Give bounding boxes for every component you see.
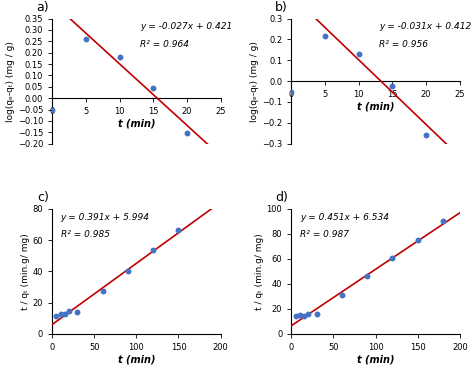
- Text: R² = 0.985: R² = 0.985: [61, 230, 109, 239]
- Point: [313, 311, 320, 317]
- Point: [48, 106, 56, 112]
- Text: b): b): [275, 0, 288, 14]
- Point: [175, 227, 182, 233]
- Point: [296, 312, 303, 318]
- Point: [364, 273, 371, 279]
- Text: y = -0.031x + 0.412: y = -0.031x + 0.412: [379, 22, 471, 31]
- Point: [304, 311, 312, 317]
- Text: y = -0.027x + 0.421: y = -0.027x + 0.421: [140, 22, 232, 31]
- Text: R² = 0.956: R² = 0.956: [379, 40, 428, 49]
- Point: [300, 313, 308, 319]
- Text: R² = 0.987: R² = 0.987: [300, 230, 349, 239]
- Text: d): d): [275, 191, 288, 204]
- Text: R² = 0.964: R² = 0.964: [140, 40, 189, 49]
- Point: [61, 311, 69, 316]
- Y-axis label: t / qₜ (min.g/ mg): t / qₜ (min.g/ mg): [21, 233, 30, 310]
- Point: [414, 237, 421, 243]
- Point: [389, 255, 396, 260]
- Point: [73, 309, 81, 315]
- Point: [355, 51, 363, 57]
- Point: [82, 36, 90, 42]
- Point: [321, 33, 329, 39]
- Point: [288, 89, 295, 95]
- Y-axis label: t / qₜ (min.g/ mg): t / qₜ (min.g/ mg): [255, 233, 264, 310]
- Point: [439, 218, 447, 224]
- Text: c): c): [37, 191, 49, 204]
- Point: [338, 292, 346, 298]
- Text: y = 0.391x + 5.994: y = 0.391x + 5.994: [61, 213, 150, 221]
- Point: [149, 247, 157, 253]
- Point: [65, 308, 73, 314]
- X-axis label: t (min): t (min): [357, 355, 394, 365]
- Point: [116, 54, 123, 60]
- Point: [183, 131, 191, 137]
- Point: [57, 311, 64, 317]
- Point: [149, 85, 157, 91]
- Y-axis label: log(qₑ-qₜ) (mg / g): log(qₑ-qₜ) (mg / g): [250, 41, 259, 122]
- Point: [124, 268, 132, 274]
- X-axis label: t (min): t (min): [118, 119, 155, 129]
- Point: [389, 83, 396, 89]
- Point: [422, 132, 430, 138]
- Point: [292, 313, 300, 319]
- Y-axis label: log(qₑ-qₜ) (mg / g): log(qₑ-qₜ) (mg / g): [6, 41, 15, 122]
- X-axis label: t (min): t (min): [357, 102, 394, 112]
- Point: [53, 313, 60, 319]
- Text: a): a): [36, 0, 49, 14]
- Text: y = 0.451x + 6.534: y = 0.451x + 6.534: [300, 213, 389, 221]
- Point: [99, 288, 107, 294]
- X-axis label: t (min): t (min): [118, 355, 155, 365]
